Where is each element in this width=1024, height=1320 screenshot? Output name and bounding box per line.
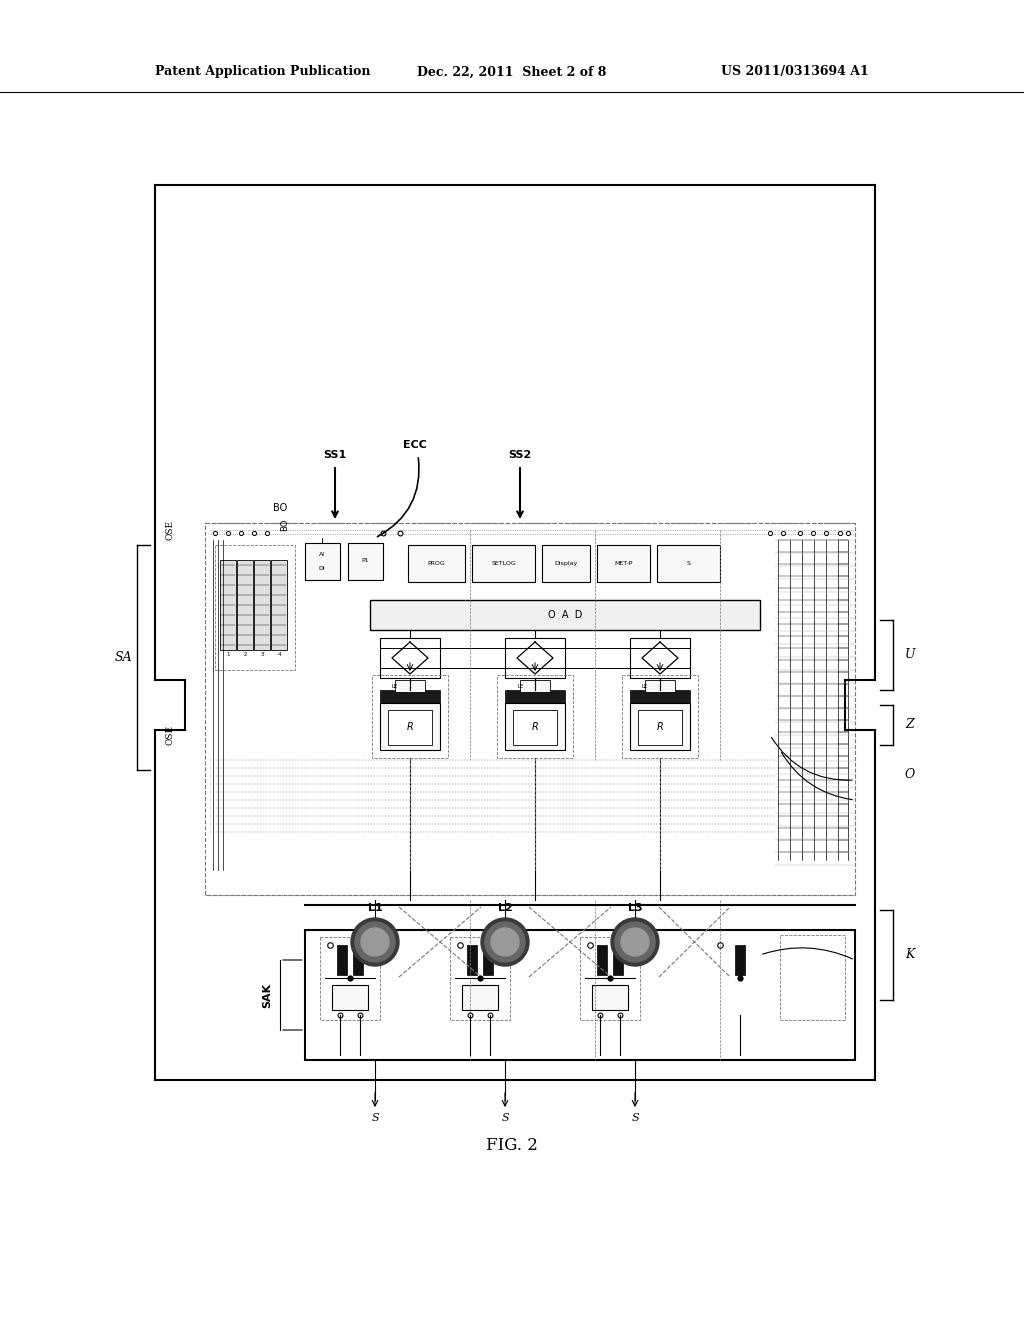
Bar: [372, 675, 449, 758]
Bar: [505, 690, 565, 704]
Text: P1: P1: [361, 558, 369, 564]
Text: SS2: SS2: [508, 450, 531, 459]
Bar: [370, 601, 760, 630]
Circle shape: [355, 921, 395, 962]
Text: 1: 1: [226, 652, 229, 657]
Bar: [332, 985, 368, 1010]
Text: BO: BO: [272, 503, 287, 513]
Bar: [645, 680, 675, 692]
Text: OSE: OSE: [166, 520, 174, 540]
Bar: [638, 710, 682, 744]
Bar: [657, 545, 720, 582]
Bar: [497, 675, 573, 758]
Text: SETLOG: SETLOG: [492, 561, 516, 566]
Text: Display: Display: [554, 561, 578, 566]
Bar: [380, 638, 440, 678]
Text: MET-P: MET-P: [614, 561, 633, 566]
Text: LE: LE: [517, 684, 523, 689]
Text: R: R: [407, 722, 414, 733]
Bar: [337, 945, 347, 975]
Text: L3: L3: [628, 903, 642, 913]
Text: R: R: [656, 722, 664, 733]
Bar: [735, 945, 745, 975]
Text: BO: BO: [281, 519, 290, 531]
Text: Z: Z: [905, 718, 914, 731]
Text: O: O: [905, 768, 915, 781]
Text: Dec. 22, 2011  Sheet 2 of 8: Dec. 22, 2011 Sheet 2 of 8: [418, 66, 606, 78]
Bar: [520, 680, 550, 692]
Text: DI: DI: [318, 565, 326, 570]
Bar: [630, 638, 690, 678]
Circle shape: [361, 928, 389, 956]
Bar: [220, 560, 236, 649]
Bar: [622, 675, 698, 758]
Circle shape: [481, 917, 529, 966]
Bar: [472, 545, 535, 582]
Text: SAK: SAK: [262, 982, 272, 1007]
Bar: [592, 985, 628, 1010]
Bar: [348, 543, 383, 579]
Circle shape: [351, 917, 399, 966]
Bar: [542, 545, 590, 582]
Bar: [205, 523, 855, 895]
Bar: [630, 704, 690, 750]
Circle shape: [490, 928, 519, 956]
Bar: [254, 560, 270, 649]
Text: ECC: ECC: [403, 440, 427, 450]
Bar: [597, 945, 607, 975]
Text: U: U: [905, 648, 915, 661]
Bar: [395, 680, 425, 692]
Text: LE: LE: [642, 684, 648, 689]
Text: L1: L1: [368, 903, 382, 913]
Text: L2: L2: [498, 903, 512, 913]
Bar: [467, 945, 477, 975]
Bar: [513, 710, 557, 744]
Text: US 2011/0313694 A1: US 2011/0313694 A1: [721, 66, 869, 78]
Text: FIG. 2: FIG. 2: [486, 1137, 538, 1154]
Text: 3: 3: [260, 652, 264, 657]
Bar: [380, 690, 440, 704]
Circle shape: [615, 921, 655, 962]
Bar: [305, 543, 340, 579]
Text: R: R: [531, 722, 539, 733]
Bar: [305, 931, 855, 1060]
Text: SS1: SS1: [324, 450, 347, 459]
Text: SA: SA: [115, 651, 132, 664]
Bar: [505, 638, 565, 678]
Text: 4: 4: [278, 652, 281, 657]
Bar: [630, 690, 690, 704]
Circle shape: [611, 917, 659, 966]
Text: 2: 2: [244, 652, 247, 657]
Text: S: S: [686, 561, 690, 566]
Text: S: S: [501, 1113, 509, 1123]
Circle shape: [485, 921, 525, 962]
Bar: [215, 545, 295, 671]
Bar: [505, 704, 565, 750]
Bar: [780, 935, 845, 1020]
Text: O  A  D: O A D: [548, 610, 583, 620]
Text: Patent Application Publication: Patent Application Publication: [155, 66, 371, 78]
Text: S: S: [371, 1113, 379, 1123]
Bar: [319, 937, 380, 1020]
Bar: [380, 704, 440, 750]
Text: S: S: [631, 1113, 639, 1123]
Text: PROG: PROG: [428, 561, 445, 566]
Bar: [388, 710, 432, 744]
Text: K: K: [905, 949, 914, 961]
Bar: [613, 945, 623, 975]
Bar: [483, 945, 493, 975]
Bar: [408, 545, 465, 582]
Text: OSE: OSE: [166, 725, 174, 744]
Bar: [462, 985, 498, 1010]
Text: AI: AI: [318, 553, 325, 557]
Circle shape: [621, 928, 649, 956]
Bar: [580, 937, 640, 1020]
Text: LE: LE: [392, 684, 398, 689]
Bar: [450, 937, 510, 1020]
Bar: [237, 560, 253, 649]
Bar: [597, 545, 650, 582]
Bar: [271, 560, 287, 649]
Bar: [353, 945, 362, 975]
